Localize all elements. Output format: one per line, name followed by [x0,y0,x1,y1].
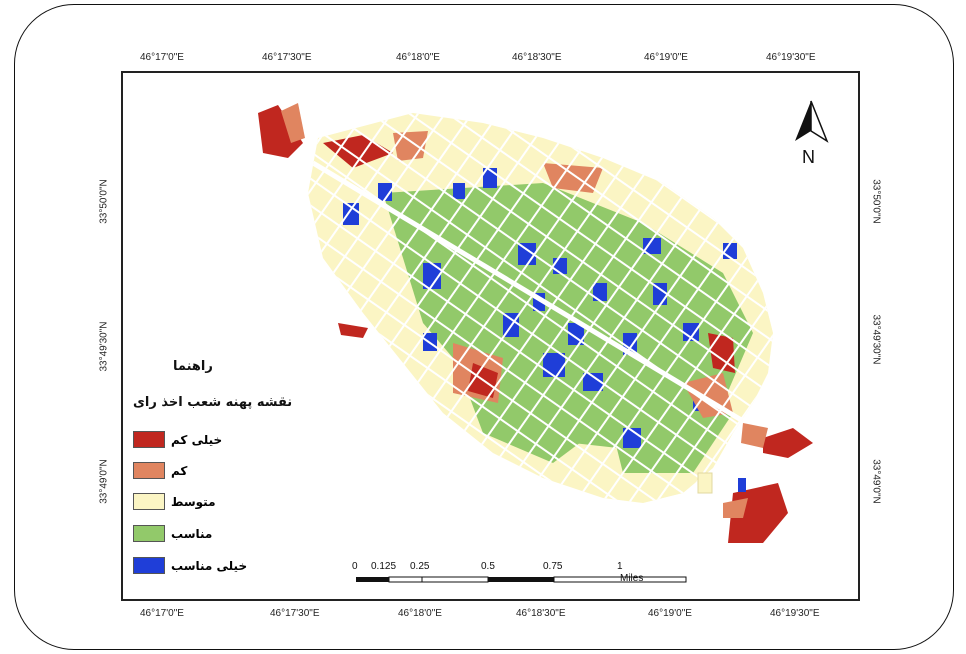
legend-swatch [133,462,165,479]
top-tick-label: 46°19'30"E [766,52,816,63]
legend-label: خیلی مناسب [171,558,248,573]
north-label: N [802,147,815,167]
legend-item: خیلی کم [133,431,222,448]
scale-label: 0.75 [543,561,563,572]
scale-label: 0 [352,561,358,572]
top-tick-label: 46°17'30"E [262,52,312,63]
map-canvas [258,100,829,583]
legend-subtitle: نقشه پهنه شعب اخذ رای [133,395,293,410]
bottom-tick-label: 46°19'30"E [770,608,820,619]
scale-unit: Miles [620,573,644,584]
map-frame: راهنما نقشه پهنه شعب اخذ رای خیلی کم کم … [121,71,860,601]
right-tick-label: 33°49'30"N [870,314,882,365]
legend-swatch [133,431,165,448]
bottom-tick-label: 46°18'30"E [516,608,566,619]
scale-bar [356,576,687,583]
legend-label: مناسب [171,526,213,541]
left-tick-label: 33°50'0"N [98,179,110,224]
outlier-patch [338,323,368,338]
top-tick-label: 46°18'0"E [396,52,440,63]
bottom-tick-label: 46°17'0"E [140,608,184,619]
top-tick-label: 46°19'0"E [644,52,688,63]
legend-heading: راهنما [173,359,213,374]
outer-rounded-frame [14,4,954,650]
scale-label: 0.25 [410,561,430,572]
bottom-tick-label: 46°17'30"E [270,608,320,619]
legend-label: کم [171,463,188,478]
bottom-tick-label: 46°18'0"E [398,608,442,619]
legend-item: متوسط [133,493,216,510]
top-tick-label: 46°18'30"E [512,52,562,63]
scale-label: 0.5 [481,561,495,572]
right-tick-label: 33°49'0"N [870,459,882,504]
scale-label: 1 [617,561,623,572]
outlier-patch [738,478,746,492]
legend-label: متوسط [171,494,216,509]
outlier-patch [258,105,303,158]
outlier-patch [697,472,713,494]
legend-swatch [133,493,165,510]
legend-item: مناسب [133,525,212,542]
legend-item: کم [133,462,187,479]
left-tick-label: 33°49'30"N [98,321,110,372]
scale-label: 0.125 [371,561,397,572]
top-tick-label: 46°17'0"E [140,52,184,63]
outlier-patch [728,483,788,543]
legend-swatch [133,557,165,574]
legend-item: خیلی مناسب [133,557,247,574]
legend-swatch [133,525,165,542]
north-arrow-icon [795,100,829,143]
outlier-patch [763,428,813,458]
legend-label: خیلی کم [171,432,223,447]
outlier-patch [741,423,768,448]
left-tick-label: 33°49'0"N [98,459,110,504]
right-tick-label: 33°50'0"N [870,179,882,224]
outlier-patch [723,498,748,518]
outlier-patch [281,103,305,143]
bottom-tick-label: 46°19'0"E [648,608,692,619]
